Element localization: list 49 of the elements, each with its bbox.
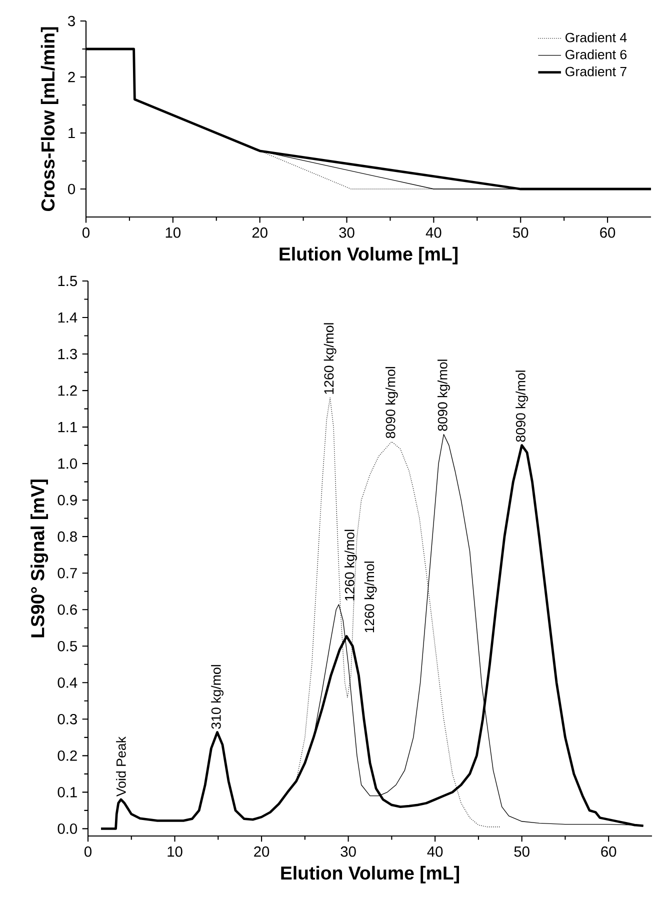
y-tick-label: 0.7 [58,568,77,578]
x-tick-label: 50 [514,846,530,857]
y-tick-label: 1.5 [58,276,77,286]
y-tick-label: 0.6 [58,604,77,615]
y-tick-label: 1.3 [58,348,77,360]
y-tick-label: 2 [68,72,75,82]
y-tick-label: 1.0 [58,458,78,469]
y-tick-label: 0 [68,184,76,194]
x-tick-label: 60 [601,846,616,857]
x-tick-label: 10 [166,227,180,238]
annotation: 1260 kg/mol [344,530,357,601]
annotation: 310 kg/mol [211,665,224,729]
y-tick-label: 0.4 [58,677,78,688]
x-tick-label: 20 [254,846,270,857]
x-tick-label: 30 [339,227,354,238]
legend-label: Gradient 7 [566,66,626,76]
x-tick-label: 10 [168,846,182,857]
x-tick-label: 40 [427,846,443,857]
annotation: 1260 kg/mol [324,323,336,394]
y-tick-label: 0.9 [58,494,77,506]
legend-label: Gradient 6 [566,49,627,60]
annotation: 8090 kg/mol [516,370,528,442]
y-tick-label: 0.8 [58,531,77,542]
annotation: 1260 kg/mol [364,562,377,632]
x-tick-label: 40 [426,227,442,238]
y-tick-label: 0.1 [58,787,77,798]
y-tick-label: 3 [68,16,75,26]
x-tick-label: 20 [252,227,268,238]
y-tick-label: 1.1 [58,422,77,432]
x-tick-label: 50 [513,227,528,238]
x-tick-label: 30 [340,846,356,857]
x-tick-label: 60 [600,227,616,238]
y-tick-label: 0.2 [58,750,77,761]
y-tick-label: 0.5 [58,640,77,652]
y-tick-label: 0.0 [58,824,78,834]
legend-label: Gradient 4 [566,32,627,42]
y-tick-label: 1.2 [58,385,77,396]
x-axis-title: Elution Volume [mL] [280,246,458,264]
annotation: 8090 kg/mol [385,367,398,438]
x-tick-label: 0 [82,227,90,238]
y-axis-title: LS90° Signal [mV] [30,480,48,638]
x-tick-label: 0 [84,846,92,857]
x-axis-title: Elution Volume [mL] [281,866,459,884]
annotation: 8090 kg/mol [438,360,450,431]
y-axis-title: Cross-Flow [mL/min] [40,27,58,212]
y-tick-label: 0.3 [58,714,77,724]
y-tick-label: 1 [68,128,75,138]
y-tick-label: 1.4 [58,312,78,323]
annotation: Void Peak [116,736,126,796]
